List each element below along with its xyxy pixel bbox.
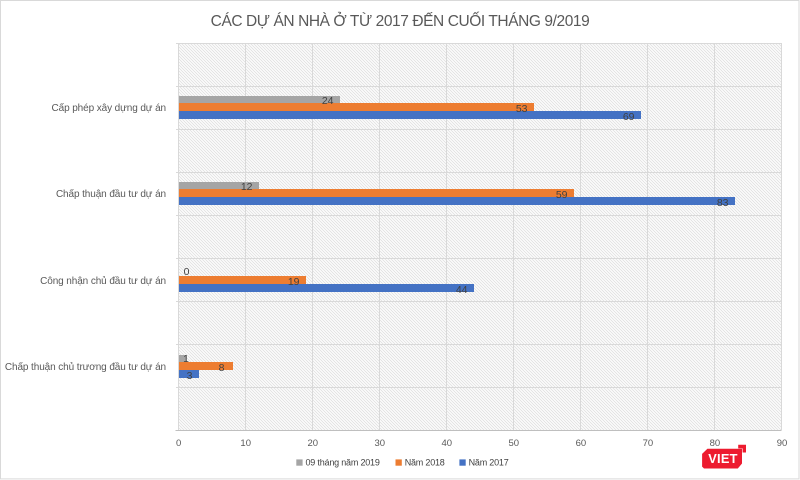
svg-text:CÁC DỰ ÁN NHÀ Ở TỪ 2017 ĐẾN CU: CÁC DỰ ÁN NHÀ Ở TỪ 2017 ĐẾN CUỐI THÁNG 9…	[211, 12, 590, 30]
svg-text:53: 53	[516, 103, 528, 115]
svg-text:19: 19	[288, 276, 300, 288]
svg-text:0: 0	[176, 438, 181, 449]
svg-text:40: 40	[442, 438, 453, 449]
svg-text:60: 60	[576, 438, 587, 449]
svg-text:69: 69	[623, 111, 635, 123]
svg-text:83: 83	[717, 197, 729, 209]
svg-text:Công nhận chủ đầu tư dự án: Công nhận chủ đầu tư dự án	[40, 275, 166, 287]
svg-text:12: 12	[241, 181, 253, 193]
svg-text:44: 44	[456, 284, 468, 296]
svg-text:Năm 2018: Năm 2018	[405, 458, 445, 468]
svg-text:24: 24	[322, 95, 334, 107]
svg-text:0: 0	[184, 266, 190, 278]
svg-text:59: 59	[556, 189, 568, 201]
svg-text:70: 70	[643, 438, 654, 449]
svg-text:VIET: VIET	[708, 451, 737, 466]
svg-text:1: 1	[183, 353, 189, 365]
svg-text:50: 50	[509, 438, 520, 449]
svg-text:Cấp phép xây dựng dự án: Cấp phép xây dựng dự án	[51, 102, 166, 114]
svg-text:30: 30	[375, 438, 386, 449]
svg-text:20: 20	[308, 438, 319, 449]
svg-text:10: 10	[240, 438, 251, 449]
svg-text:3: 3	[187, 370, 193, 382]
svg-text:Năm 2017: Năm 2017	[469, 458, 509, 468]
svg-text:09 tháng năm 2019: 09 tháng năm 2019	[306, 458, 380, 468]
svg-text:80: 80	[710, 438, 721, 449]
svg-text:Chấp thuận chủ trương đầu tư d: Chấp thuận chủ trương đầu tư dự án	[5, 361, 166, 373]
svg-text:8: 8	[219, 362, 225, 374]
svg-text:Chấp thuận đầu tư dự án: Chấp thuận đầu tư dự án	[56, 188, 166, 200]
svg-text:90: 90	[777, 438, 788, 449]
